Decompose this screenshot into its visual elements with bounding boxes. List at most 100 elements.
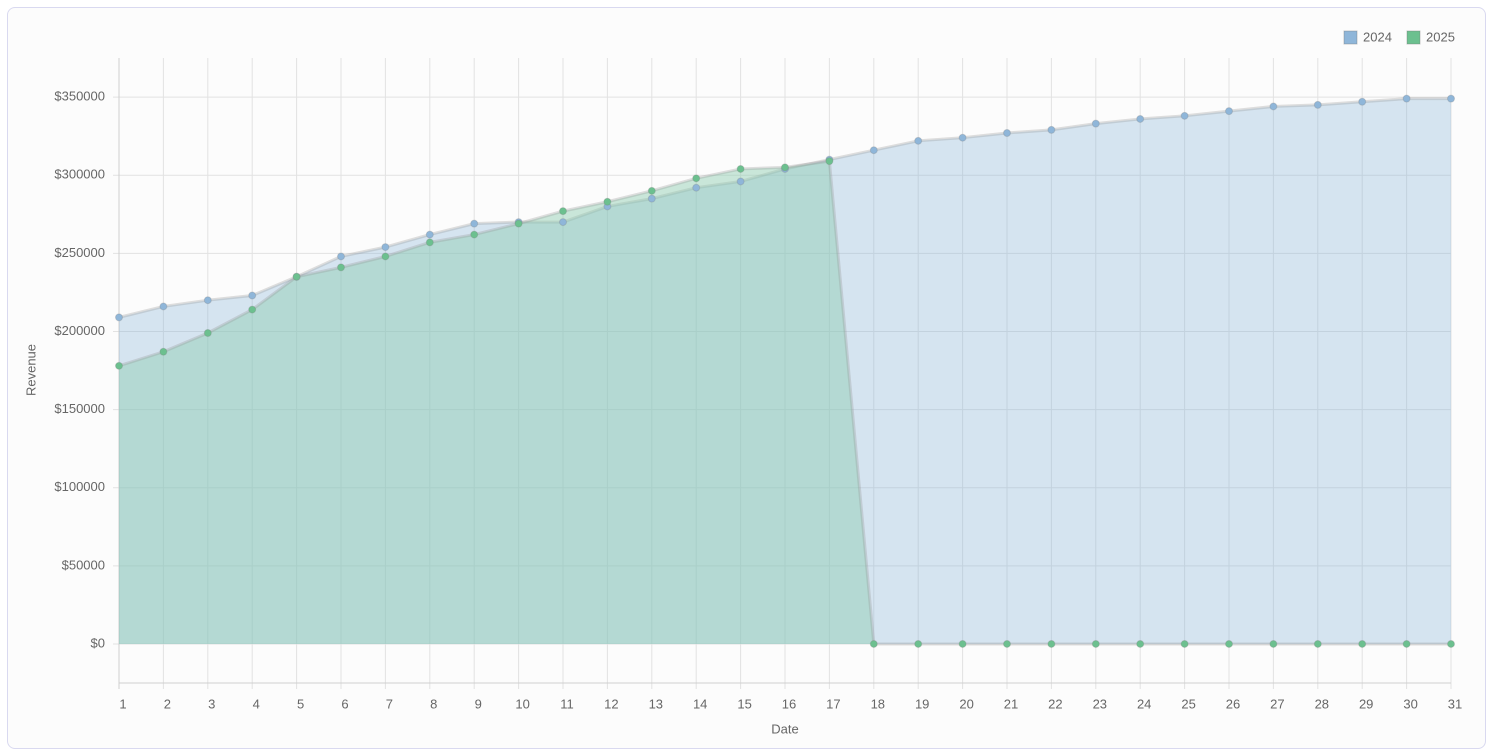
y-tick-label: $250000 [54,245,105,260]
point [292,272,301,281]
x-tick-label: 28 [1315,696,1329,711]
point [825,157,834,166]
point [115,313,123,322]
point [1402,94,1411,103]
point [1180,111,1189,120]
point [559,218,567,227]
point [914,136,923,145]
point [736,164,745,173]
legend-swatch [1343,30,1358,45]
point [470,230,479,239]
point [381,243,390,252]
x-tick-label: 27 [1270,696,1284,711]
legend-swatch [1406,30,1421,45]
x-tick-label: 11 [560,696,574,711]
x-tick-label: 21 [1004,696,1018,711]
point [470,219,479,228]
point [958,133,967,142]
point [1003,639,1011,648]
point [1447,94,1455,103]
point [647,194,656,203]
chart-card [7,7,1486,749]
x-tick-label: 16 [782,696,796,711]
x-tick-label: 6 [341,696,348,711]
point [692,183,701,192]
x-axis-title: Date [771,721,798,736]
point [425,238,434,247]
point [869,639,878,648]
x-tick-label: 13 [649,696,663,711]
point [1402,639,1411,648]
point [1003,129,1011,137]
point [1091,119,1100,128]
point [1358,639,1367,648]
point [337,252,345,261]
legend-label: 2024 [1363,29,1392,44]
point [869,146,878,155]
point [1358,97,1367,106]
point [1269,102,1278,111]
point [1225,107,1233,116]
x-tick-label: 4 [253,696,260,711]
point [1047,125,1056,134]
x-tick-label: 29 [1359,696,1373,711]
x-tick-label: 7 [386,696,393,711]
point [1136,114,1145,123]
point [1225,639,1233,648]
x-tick-label: 24 [1137,696,1151,711]
point [1313,100,1322,109]
x-tick-label: 31 [1448,696,1462,711]
point [159,347,168,356]
point [1180,639,1189,648]
legend-label: 2025 [1426,29,1455,44]
x-tick-label: 22 [1048,696,1062,711]
point [1447,639,1455,648]
point [559,207,567,216]
x-tick-label: 20 [959,696,973,711]
x-tick-label: 17 [826,696,840,711]
point [425,230,434,239]
x-tick-label: 30 [1403,696,1417,711]
y-tick-label: $50000 [62,557,105,572]
x-tick-label: 23 [1093,696,1107,711]
x-tick-label: 5 [297,696,304,711]
x-tick-label: 2 [164,696,171,711]
y-tick-label: $150000 [54,401,105,416]
x-tick-label: 25 [1181,696,1195,711]
x-tick-label: 10 [515,696,529,711]
point [781,163,789,172]
x-tick-label: 26 [1226,696,1240,711]
point [337,263,345,272]
area [119,161,1451,644]
y-tick-label: $200000 [54,323,105,338]
point [692,174,701,183]
point [1091,639,1100,648]
area [119,98,1451,644]
y-tick-label: $300000 [54,167,105,182]
point [203,329,212,337]
point [736,177,745,186]
point [603,197,612,206]
x-tick-label: 1 [119,696,126,711]
y-tick-label: $350000 [54,89,105,104]
point [203,296,212,305]
x-tick-label: 14 [693,696,707,711]
point [914,639,923,648]
x-tick-label: 15 [737,696,751,711]
y-tick-label: $100000 [54,479,105,494]
x-tick-label: 12 [604,696,618,711]
point [159,302,168,311]
point [381,252,390,261]
x-tick-label: 3 [208,696,215,711]
y-axis-title: Revenue [23,344,38,396]
point [647,186,656,195]
point [1313,639,1322,648]
x-tick-label: 18 [871,696,885,711]
point [248,291,257,300]
point [958,639,967,648]
point [248,305,257,314]
point [514,219,523,228]
y-tick-label: $0 [91,635,105,650]
point [1047,639,1056,648]
